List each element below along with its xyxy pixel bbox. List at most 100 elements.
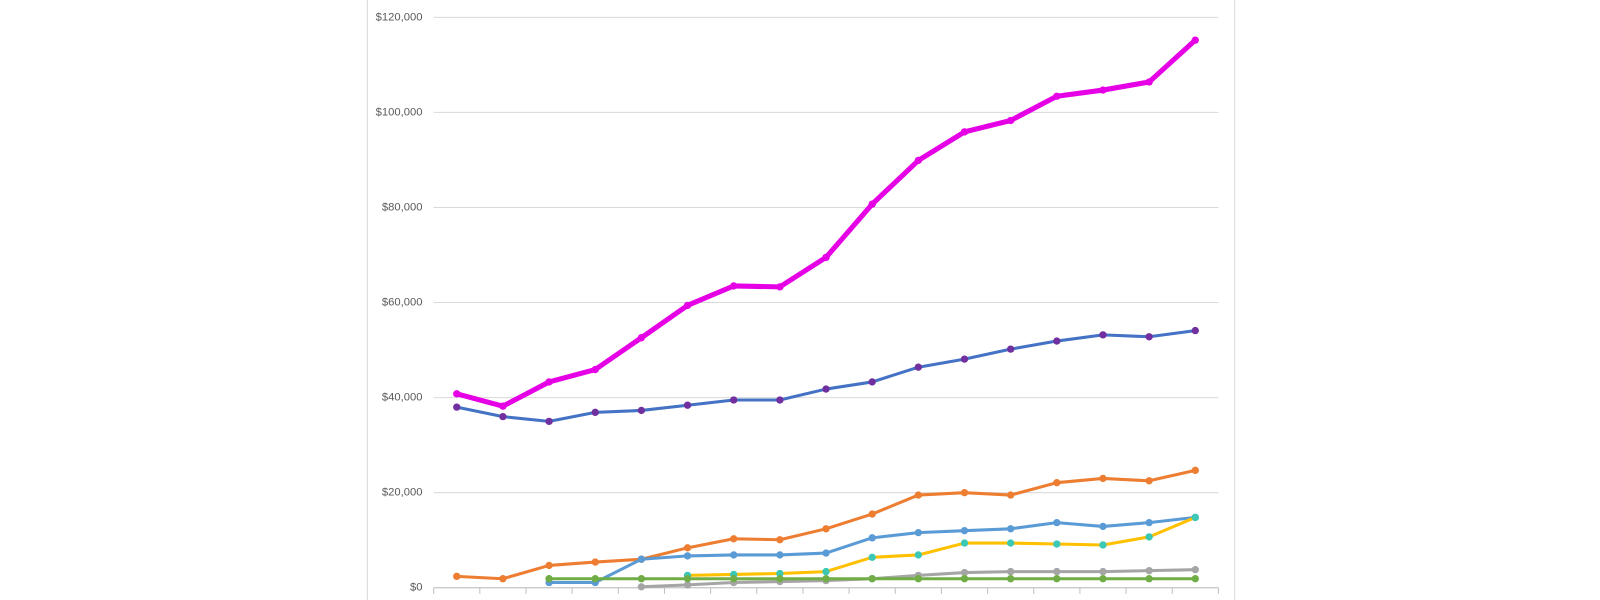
- series-marker: [499, 412, 507, 421]
- series-marker: [914, 156, 923, 165]
- series-marker: [776, 569, 784, 578]
- series-marker: [683, 575, 692, 583]
- series-marker: [868, 553, 876, 562]
- series-marker: [822, 253, 830, 262]
- series-marker: [591, 558, 599, 566]
- series-marker: [683, 401, 692, 409]
- series-marker: [499, 575, 507, 583]
- series-marker: [1145, 575, 1153, 583]
- series-marker: [730, 535, 738, 543]
- series-marker: [1191, 326, 1199, 335]
- series-marker: [1006, 116, 1015, 125]
- series-marker: [1053, 567, 1061, 576]
- y-tick-label: $0: [410, 582, 422, 594]
- series-marker: [591, 408, 599, 417]
- series-marker: [776, 396, 784, 404]
- series-marker: [1099, 474, 1107, 483]
- series-marker: [591, 365, 599, 374]
- series-marker: [730, 575, 738, 583]
- series-marker: [1053, 337, 1061, 345]
- series-marker: [1145, 333, 1153, 341]
- y-tick-label: $120,000: [376, 11, 423, 23]
- series-marker: [776, 283, 784, 291]
- series-marker: [637, 575, 646, 583]
- series-marker: [1053, 575, 1061, 583]
- series-marker: [1145, 533, 1153, 541]
- series-marker: [776, 551, 784, 559]
- series-marker: [960, 575, 969, 583]
- series-marker: [1053, 518, 1061, 527]
- series-marker: [822, 549, 830, 557]
- series-marker: [545, 575, 553, 583]
- series-marker: [1006, 539, 1015, 547]
- series-marker: [868, 510, 876, 518]
- series-marker: [453, 572, 461, 581]
- series-marker: [1053, 479, 1061, 487]
- series-marker: [1099, 331, 1107, 339]
- series-marker: [1099, 567, 1107, 576]
- series-marker: [499, 402, 507, 410]
- series-marker: [960, 355, 969, 363]
- series-marker: [960, 568, 969, 577]
- series-marker: [637, 583, 646, 591]
- y-tick-label: $20,000: [382, 487, 423, 499]
- series-marker: [1191, 513, 1199, 522]
- series-marker: [776, 575, 784, 583]
- series-marker: [683, 301, 692, 310]
- y-tick-label: $80,000: [382, 201, 423, 213]
- series-marker: [1145, 566, 1153, 575]
- series-marker: [776, 536, 784, 544]
- series-marker: [1006, 525, 1015, 533]
- series-marker: [1191, 36, 1199, 44]
- y-tick-label: $100,000: [376, 106, 423, 118]
- series-marker: [1145, 477, 1153, 485]
- series-marker: [822, 567, 830, 576]
- series-marker: [545, 417, 553, 426]
- series-marker: [822, 385, 830, 393]
- y-tick-label: $60,000: [382, 297, 423, 309]
- series-marker: [730, 396, 738, 404]
- series-marker: [683, 552, 692, 560]
- series-marker: [1191, 566, 1199, 574]
- series-marker: [545, 561, 553, 570]
- series-marker: [545, 378, 553, 386]
- series-marker: [1145, 78, 1153, 86]
- series-marker: [914, 551, 923, 559]
- series-marker: [1053, 540, 1061, 548]
- series-marker: [960, 128, 969, 136]
- series-marker: [683, 581, 692, 589]
- series-marker: [637, 555, 646, 563]
- series-marker: [1145, 518, 1153, 527]
- series-marker: [960, 539, 969, 547]
- series-line: [687, 515, 1196, 577]
- series-marker: [1099, 86, 1107, 94]
- series-marker: [730, 551, 738, 559]
- series-marker: [1191, 575, 1199, 583]
- series-marker: [868, 534, 876, 542]
- series-marker: [868, 575, 876, 583]
- series-marker: [822, 525, 830, 533]
- series-marker: [914, 491, 923, 499]
- series-marker: [1099, 541, 1107, 549]
- series-marker: [730, 282, 738, 290]
- series-marker: [914, 528, 923, 537]
- series-marker: [453, 403, 461, 411]
- series-marker: [868, 378, 876, 386]
- series-marker: [637, 334, 646, 342]
- series-marker: [1099, 522, 1107, 531]
- series-marker: [591, 575, 599, 583]
- series-marker: [1006, 567, 1015, 576]
- series-marker: [914, 363, 923, 371]
- series-marker: [914, 575, 923, 583]
- series-marker: [1053, 92, 1061, 100]
- series-marker: [1006, 575, 1015, 583]
- series-marker: [1006, 491, 1015, 499]
- series-marker: [960, 527, 969, 535]
- series-line: [456, 38, 1197, 409]
- series-marker: [1006, 345, 1015, 353]
- series-marker: [637, 406, 646, 415]
- series-marker: [1191, 466, 1199, 475]
- series-marker: [1099, 575, 1107, 583]
